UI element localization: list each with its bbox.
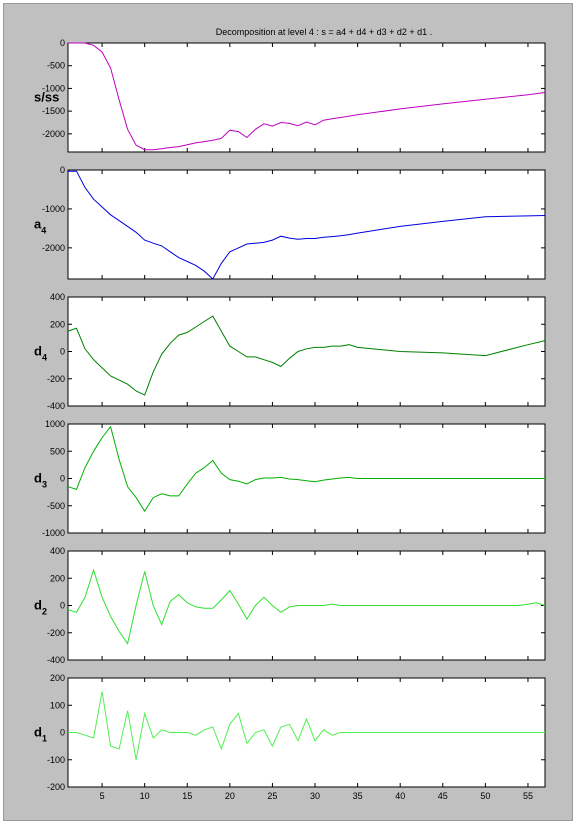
y-tick-label: -2000	[42, 243, 65, 253]
y-tick-label: 200	[50, 673, 65, 683]
y-tick-label: -200	[47, 628, 65, 638]
series-line	[68, 170, 546, 280]
y-tick-label: 0	[60, 728, 65, 738]
series-line	[67, 568, 546, 645]
y-axis-label-subscript: 4	[42, 353, 47, 363]
axes-box	[67, 42, 546, 153]
x-tick-label: 55	[523, 791, 533, 801]
subplot-5: 400 200 0 -200 -400 d2	[34, 546, 546, 665]
y-axis-label: d1	[34, 725, 47, 744]
y-tick-label: 0	[60, 165, 65, 175]
y-axis-label-subscript: 4	[41, 226, 46, 236]
x-tick-label: 40	[395, 791, 405, 801]
decomposition-figure: Decomposition at level 4 : s = a4 + d4 +…	[34, 27, 546, 801]
subplot-3: 400 200 0 -200 -400 d4	[34, 292, 546, 411]
x-tick-label: 10	[140, 791, 150, 801]
y-axis-label-text: d	[34, 725, 42, 740]
figure-window: Decomposition at level 4 : s = a4 + d4 +…	[3, 3, 573, 821]
x-tick-label: 20	[225, 791, 235, 801]
y-axis-label: d3	[34, 471, 47, 490]
y-axis-label: d4	[34, 344, 47, 363]
y-tick-label: -1000	[42, 204, 65, 214]
series-line	[68, 42, 546, 151]
y-axis-label: s/ss	[34, 90, 59, 105]
y-tick-label: 400	[50, 546, 65, 556]
y-tick-label: -200	[47, 374, 65, 384]
x-tick-label: 50	[480, 791, 490, 801]
y-axis-label: a4	[34, 217, 46, 236]
subplot-6: 200 100 0 -100 -200 5 10 15 20 25 30 35 40 45 50 55 d1	[34, 673, 546, 801]
y-tick-label: 1000	[45, 419, 65, 429]
y-tick-label: 400	[50, 292, 65, 302]
y-tick-label: -500	[47, 501, 65, 511]
subplot-2: 0 -1000 -2000 a4	[34, 165, 546, 280]
x-tick-label: 5	[100, 791, 105, 801]
y-axis-label-subscript: 3	[42, 480, 47, 490]
y-tick-label: -100	[47, 755, 65, 765]
y-tick-label: -400	[47, 401, 65, 411]
y-tick-label: -400	[47, 655, 65, 665]
series-line	[68, 691, 545, 760]
y-axis-label-subscript: 2	[42, 607, 47, 617]
subplot-panels: 0-500-1000-1500-2000s/ss0-1000-2000a4400…	[34, 38, 546, 801]
y-tick-label: 0	[60, 601, 65, 611]
y-tick-label: -200	[47, 782, 65, 792]
figure-title: Decomposition at level 4 : s = a4 + d4 +…	[216, 27, 432, 37]
y-axis-label-text: s/ss	[34, 90, 59, 105]
y-tick-label: 100	[50, 700, 65, 710]
y-tick-label: -1000	[42, 528, 65, 538]
x-tick-label: 35	[353, 791, 363, 801]
y-axis-label: d2	[34, 598, 47, 617]
series-line	[67, 315, 546, 396]
series-line	[67, 425, 545, 513]
y-tick-label: 0	[60, 38, 65, 48]
x-tick-label: 25	[267, 791, 277, 801]
x-tick-label: 45	[438, 791, 448, 801]
x-tick-label: 15	[182, 791, 192, 801]
y-tick-label: 200	[50, 573, 65, 583]
axes-box	[67, 296, 546, 407]
y-tick-label: -1500	[42, 106, 65, 116]
y-axis-label-subscript: 1	[42, 734, 47, 744]
y-tick-label: 200	[50, 319, 65, 329]
y-axis-label-text: a	[34, 217, 42, 232]
subplot-4: 1000 500 0 -500 -1000 d3	[34, 419, 546, 538]
y-tick-label: 500	[50, 446, 65, 456]
y-tick-label: 0	[60, 474, 65, 484]
x-tick-label: 30	[310, 791, 320, 801]
y-axis-label-text: d	[34, 471, 42, 486]
y-tick-label: -500	[47, 61, 65, 71]
y-tick-label: -2000	[42, 129, 65, 139]
y-axis-label-text: d	[34, 598, 42, 613]
y-axis-label-text: d	[34, 344, 42, 359]
axes-box	[67, 169, 546, 280]
y-tick-label: -1000	[42, 83, 65, 93]
subplot-1: 0 -500 -1000 -1500 -2000 s/ss	[34, 38, 546, 153]
y-tick-label: 0	[60, 347, 65, 357]
